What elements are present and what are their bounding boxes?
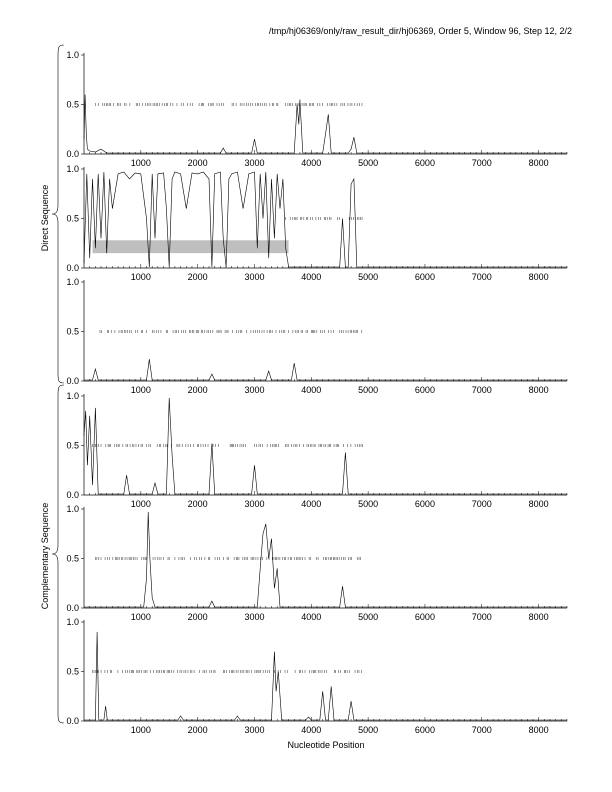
x-tick-label: 4000	[301, 612, 321, 622]
chart-panel-4: 0.0 0.5 1.0 1000 2000 3000 4000 5000 6000 7000 800…	[66, 391, 568, 509]
series-line	[83, 171, 567, 268]
x-tick-label: 5000	[358, 272, 378, 282]
y-tick-label: 1.0	[66, 164, 79, 174]
y-tick-label: 0.0	[66, 603, 79, 613]
x-tick-label: 8000	[529, 158, 549, 168]
x-tick-label: 1000	[131, 272, 151, 282]
y-tick-label: 1.0	[66, 277, 79, 287]
y-tick-label: 1.0	[66, 504, 79, 514]
y-tick-label: 0.5	[66, 554, 79, 564]
x-tick-label: 2000	[188, 272, 208, 282]
x-tick-label: 1000	[131, 385, 151, 395]
y-tick-label: 0.0	[66, 263, 79, 273]
chart-panel-1: 0.0 0.5 1.0 1000 2000 3000 4000 5000 6000 7000 800…	[66, 50, 568, 168]
direct-sequence-label: Direct Sequence	[40, 185, 50, 252]
x-tick-label: 6000	[415, 385, 435, 395]
x-tick-label: 3000	[244, 158, 264, 168]
x-tick-label: 7000	[472, 725, 492, 735]
x-tick-label: 3000	[244, 385, 264, 395]
x-tick-label: 8000	[529, 272, 549, 282]
x-tick-label: 3000	[244, 612, 264, 622]
x-tick-label: 7000	[472, 612, 492, 622]
complementary-sequence-label: Complementary Sequence	[40, 503, 50, 610]
x-tick-label: 5000	[358, 385, 378, 395]
x-tick-label: 5000	[358, 158, 378, 168]
x-tick-label: 7000	[472, 499, 492, 509]
x-tick-label: 6000	[415, 612, 435, 622]
x-tick-label: 2000	[188, 612, 208, 622]
x-tick-label: 4000	[301, 499, 321, 509]
x-tick-label: 2000	[188, 158, 208, 168]
direct-brace	[51, 44, 65, 384]
highlight-band	[92, 240, 289, 254]
y-tick-label: 0.0	[66, 716, 79, 726]
x-tick-label: 5000	[358, 499, 378, 509]
chart-panel-5: 0.0 0.5 1.0 1000 2000 3000 4000 5000 6000 7000 800…	[66, 504, 568, 622]
y-tick-label: 1.0	[66, 617, 79, 627]
x-tick-label: 4000	[301, 385, 321, 395]
y-tick-label: 1.0	[66, 50, 79, 60]
x-tick-label: 4000	[301, 725, 321, 735]
x-tick-label: 1000	[131, 158, 151, 168]
x-tick-label: 6000	[415, 725, 435, 735]
x-tick-label: 8000	[529, 385, 549, 395]
x-tick-label: 2000	[188, 725, 208, 735]
y-tick-label: 0.5	[66, 667, 79, 677]
x-tick-label: 7000	[472, 385, 492, 395]
x-tick-label: 8000	[529, 612, 549, 622]
x-tick-label: 8000	[529, 725, 549, 735]
x-tick-label: 6000	[415, 272, 435, 282]
x-tick-label: 3000	[244, 499, 264, 509]
x-tick-label: 6000	[415, 499, 435, 509]
y-tick-label: 0.5	[66, 327, 79, 337]
chart-panel-6: 0.0 0.5 1.0 1000 2000 3000 4000 5000 6000 7000 800…	[66, 617, 568, 735]
y-tick-label: 0.5	[66, 214, 79, 224]
x-tick-label: 1000	[131, 725, 151, 735]
y-tick-label: 0.5	[66, 441, 79, 451]
series-line	[83, 397, 567, 495]
y-tick-label: 1.0	[66, 391, 79, 401]
x-tick-label: 1000	[131, 499, 151, 509]
series-line	[83, 94, 567, 154]
x-tick-label: 7000	[472, 158, 492, 168]
x-tick-label: 1000	[131, 612, 151, 622]
x-axis-title: Nucleotide Position	[287, 740, 364, 750]
y-tick-label: 0.0	[66, 376, 79, 386]
chart-panel-3: 0.0 0.5 1.0 1000 2000 3000 4000 5000 6000 7000 800…	[66, 277, 568, 395]
y-tick-label: 0.5	[66, 100, 79, 110]
panels-group: 0.0 0.5 1.0 1000 2000 3000 4000 5000 6000 7000 800…	[66, 50, 568, 735]
y-tick-label: 0.0	[66, 149, 79, 159]
x-tick-label: 4000	[301, 272, 321, 282]
complementary-brace	[51, 384, 65, 724]
y-tick-label: 0.0	[66, 490, 79, 500]
x-tick-label: 3000	[244, 272, 264, 282]
x-tick-label: 6000	[415, 158, 435, 168]
x-tick-label: 8000	[529, 499, 549, 509]
x-tick-label: 5000	[358, 612, 378, 622]
series-line	[84, 359, 567, 381]
x-tick-label: 3000	[244, 725, 264, 735]
x-tick-label: 2000	[188, 499, 208, 509]
x-tick-label: 7000	[472, 272, 492, 282]
x-tick-label: 2000	[188, 385, 208, 395]
series-line	[84, 631, 567, 721]
page-title: /tmp/hj06369/only/raw_result_dir/hj06369…	[268, 26, 572, 36]
series-line	[84, 511, 567, 608]
x-tick-label: 5000	[358, 725, 378, 735]
x-tick-label: 4000	[301, 158, 321, 168]
chart-panel-2: 0.0 0.5 1.0 1000 2000 3000 4000 5000 6000 7000 800…	[66, 164, 568, 282]
